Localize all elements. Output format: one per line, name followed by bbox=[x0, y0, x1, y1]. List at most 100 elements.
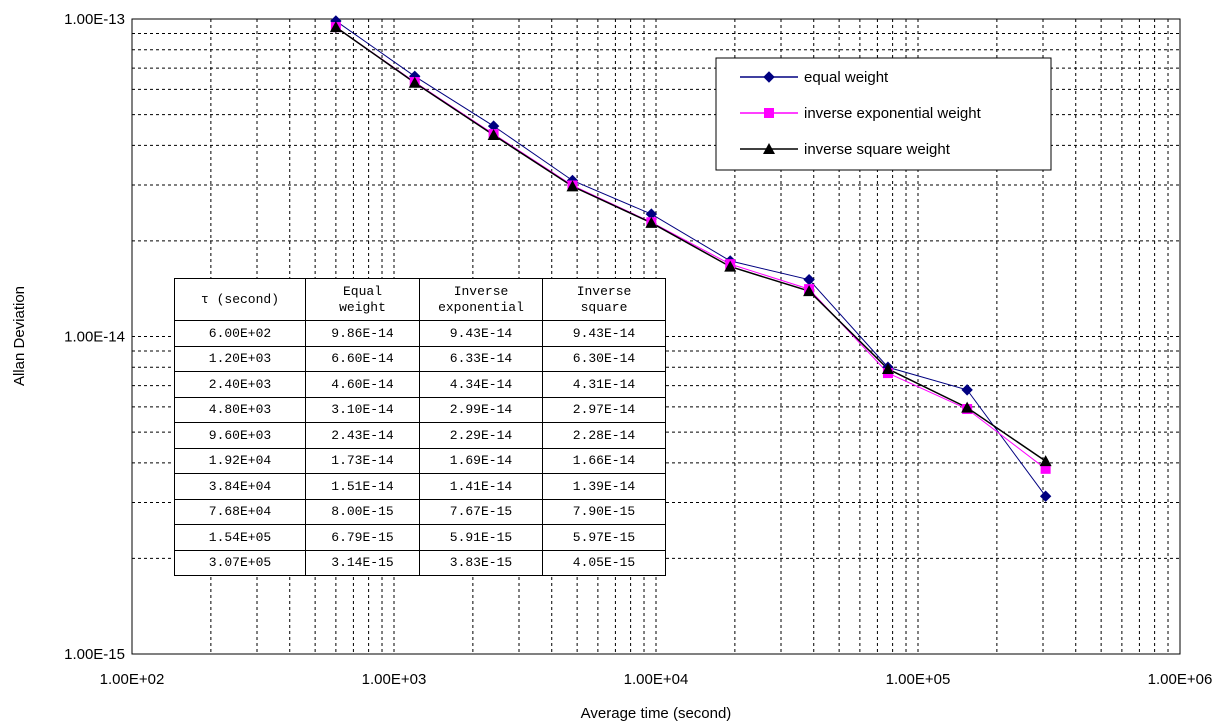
legend-label: inverse exponential weight bbox=[804, 105, 982, 122]
data-point-square bbox=[764, 108, 774, 118]
table-cell: 6.60E-14 bbox=[305, 345, 420, 372]
table-cell: 6.00E+02 bbox=[174, 320, 306, 347]
data-point-triangle bbox=[329, 21, 342, 33]
table-cell: 3.84E+04 bbox=[174, 473, 306, 500]
table-cell: 5.97E-15 bbox=[542, 524, 666, 551]
header-inverse-square-line1: Inverse bbox=[576, 283, 632, 299]
header-equal-line1: Equal bbox=[342, 283, 382, 299]
table-body: 6.00E+02 9.86E-14 9.43E-14 9.43E-14 1.20E+03… bbox=[174, 320, 666, 576]
table-cell: 2.97E-14 bbox=[542, 396, 666, 423]
header-inverse-exp-line2: exponential bbox=[438, 299, 524, 315]
table-cell: 2.43E-14 bbox=[305, 422, 420, 449]
table-cell: 2.29E-14 bbox=[419, 422, 543, 449]
header-inverse-exp: Inverse exponential bbox=[419, 278, 543, 321]
table-cell: 7.68E+04 bbox=[174, 498, 306, 525]
table-row: 4.80E+03 3.10E-14 2.99E-14 2.97E-14 bbox=[174, 396, 666, 423]
y-axis-label: Allan Deviation bbox=[11, 286, 28, 386]
table-row: 7.68E+04 8.00E-15 7.67E-15 7.90E-15 bbox=[174, 498, 666, 525]
table-cell: 3.83E-15 bbox=[419, 549, 543, 576]
header-inverse-exp-line1: Inverse bbox=[453, 283, 509, 299]
table-cell: 1.39E-14 bbox=[542, 473, 666, 500]
y-tick-label: 1.00E-15 bbox=[64, 646, 125, 663]
y-tick-label: 1.00E-14 bbox=[64, 329, 125, 346]
table-cell: 3.14E-15 bbox=[305, 549, 420, 576]
table-cell: 4.05E-15 bbox=[542, 549, 666, 576]
x-tick-label: 1.00E+02 bbox=[100, 671, 165, 688]
x-tick-label: 1.00E+03 bbox=[362, 671, 427, 688]
data-point-diamond bbox=[763, 71, 775, 83]
data-point-triangle bbox=[1039, 455, 1052, 467]
table-cell: 7.67E-15 bbox=[419, 498, 543, 525]
table-row: 3.84E+04 1.51E-14 1.41E-14 1.39E-14 bbox=[174, 473, 666, 500]
x-axis-ticks: 1.00E+02 1.00E+03 1.00E+04 1.00E+05 1.00E+06 bbox=[100, 671, 1213, 688]
header-inverse-square-line2: square bbox=[580, 299, 628, 315]
values-table: τ (second) Equal weight Inverse exponentia… bbox=[174, 278, 666, 576]
table-row: 9.60E+03 2.43E-14 2.29E-14 2.28E-14 bbox=[174, 422, 666, 449]
table-cell: 2.28E-14 bbox=[542, 422, 666, 449]
table-cell: 1.54E+05 bbox=[174, 524, 306, 551]
header-tau-label: τ (second) bbox=[200, 291, 279, 307]
table-cell: 7.90E-15 bbox=[542, 498, 666, 525]
table-row: 1.92E+04 1.73E-14 1.69E-14 1.66E-14 bbox=[174, 447, 666, 474]
data-point-square bbox=[1040, 463, 1051, 474]
x-tick-label: 1.00E+06 bbox=[1148, 671, 1213, 688]
table-cell: 4.80E+03 bbox=[174, 396, 306, 423]
x-tick-label: 1.00E+04 bbox=[624, 671, 689, 688]
table-cell: 9.43E-14 bbox=[542, 320, 666, 347]
table-row: 3.07E+05 3.14E-15 3.83E-15 4.05E-15 bbox=[174, 549, 666, 576]
table-row: 1.20E+03 6.60E-14 6.33E-14 6.30E-14 bbox=[174, 345, 666, 372]
series-line bbox=[335, 20, 1047, 497]
header-equal: Equal weight bbox=[305, 278, 420, 321]
legend-label: inverse square weight bbox=[804, 141, 951, 158]
table-row: 6.00E+02 9.86E-14 9.43E-14 9.43E-14 bbox=[174, 320, 666, 347]
table-cell: 9.86E-14 bbox=[305, 320, 420, 347]
table-cell: 6.30E-14 bbox=[542, 345, 666, 372]
table-cell: 4.31E-14 bbox=[542, 371, 666, 398]
series bbox=[329, 15, 1052, 502]
legend-label: equal weight bbox=[804, 69, 889, 86]
series-markers-triangle bbox=[329, 21, 1052, 467]
y-axis-ticks: 1.00E-15 1.00E-14 1.00E-13 bbox=[64, 11, 125, 663]
data-point-diamond bbox=[1039, 490, 1052, 502]
table-cell: 3.07E+05 bbox=[174, 549, 306, 576]
header-equal-line2: weight bbox=[339, 299, 386, 315]
legend: equal weight inverse exponential weight in… bbox=[715, 57, 1052, 171]
table-cell: 1.41E-14 bbox=[419, 473, 543, 500]
x-axis-label: Average time (second) bbox=[581, 705, 732, 722]
table-row: 1.54E+05 6.79E-15 5.91E-15 5.97E-15 bbox=[174, 524, 666, 551]
table-cell: 9.60E+03 bbox=[174, 422, 306, 449]
table-cell: 5.91E-15 bbox=[419, 524, 543, 551]
data-point-triangle bbox=[803, 285, 816, 297]
table-cell: 3.10E-14 bbox=[305, 396, 420, 423]
data-point-triangle bbox=[724, 260, 737, 272]
table-cell: 2.40E+03 bbox=[174, 371, 306, 398]
table-cell: 4.34E-14 bbox=[419, 371, 543, 398]
data-point-triangle bbox=[408, 76, 421, 88]
table-cell: 1.73E-14 bbox=[305, 447, 420, 474]
data-point-triangle bbox=[566, 180, 579, 192]
table-cell: 1.20E+03 bbox=[174, 345, 306, 372]
y-tick-label: 1.00E-13 bbox=[64, 11, 125, 28]
data-point-triangle bbox=[645, 216, 658, 228]
data-point-triangle bbox=[487, 129, 500, 141]
table-cell: 9.43E-14 bbox=[419, 320, 543, 347]
x-tick-label: 1.00E+05 bbox=[886, 671, 951, 688]
table-cell: 1.69E-14 bbox=[419, 447, 543, 474]
table-row: 2.40E+03 4.60E-14 4.34E-14 4.31E-14 bbox=[174, 371, 666, 398]
data-point-diamond bbox=[961, 384, 973, 396]
header-tau: τ (second) bbox=[174, 278, 306, 321]
table-cell: 4.60E-14 bbox=[305, 371, 420, 398]
table-cell: 8.00E-15 bbox=[305, 498, 420, 525]
series-triangle bbox=[335, 26, 1047, 462]
series-line bbox=[335, 26, 1047, 462]
table-cell: 2.99E-14 bbox=[419, 396, 543, 423]
data-point-triangle bbox=[881, 363, 894, 375]
table-header-row: τ (second) Equal weight Inverse exponentia… bbox=[174, 278, 666, 321]
series-markers-diamond bbox=[330, 15, 1052, 502]
table-cell: 1.66E-14 bbox=[542, 447, 666, 474]
table-cell: 6.33E-14 bbox=[419, 345, 543, 372]
series-diamond bbox=[335, 20, 1047, 497]
plot-area-border bbox=[131, 18, 1181, 655]
data-point-triangle bbox=[961, 401, 974, 413]
table-cell: 1.92E+04 bbox=[174, 447, 306, 474]
